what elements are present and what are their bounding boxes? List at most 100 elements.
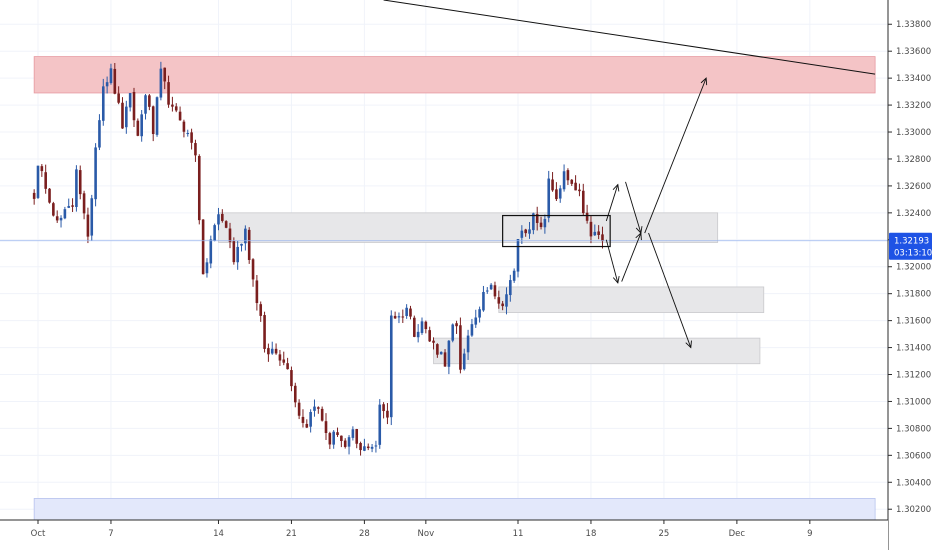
candle-body: [447, 340, 451, 367]
candle-body: [589, 221, 593, 237]
candle-body: [44, 172, 47, 189]
projection-arrow[interactable]: [605, 239, 619, 284]
time-tick-label: Dec: [729, 529, 746, 539]
price-tick-label: 1.33000: [896, 128, 931, 138]
candle-body: [32, 192, 36, 199]
candle-body: [558, 188, 562, 199]
candle-body: [125, 106, 128, 128]
price-tick-label: 1.31800: [896, 290, 931, 300]
price-zones[interactable]: [33, 56, 876, 521]
time-axis-bg: [0, 520, 888, 550]
candle-body: [113, 68, 117, 94]
candle-body: [413, 317, 416, 337]
projection-arrow[interactable]: [644, 77, 707, 234]
candle-body: [217, 214, 220, 225]
candle-body: [520, 230, 524, 238]
candle-body: [378, 404, 382, 445]
candle-body: [305, 423, 309, 428]
candle-body: [347, 437, 351, 447]
candle-body: [363, 446, 366, 451]
trend-line[interactable]: [383, 0, 876, 75]
time-tick-label: 21: [286, 529, 297, 539]
candle-body: [228, 228, 232, 242]
candle-body: [240, 243, 243, 246]
candle-body: [52, 203, 55, 216]
candle-body: [71, 205, 74, 207]
candle-body: [270, 348, 274, 354]
candle-body: [255, 280, 259, 304]
candle-body: [251, 259, 255, 280]
candle-body: [263, 315, 266, 349]
price-tick-label: 1.30200: [896, 505, 931, 515]
zone-support-2[interactable]: [433, 337, 761, 365]
candle-body: [428, 330, 431, 342]
candle-body: [213, 225, 216, 241]
candle-body: [482, 291, 485, 311]
projection-arrow[interactable]: [621, 232, 642, 282]
candle-body: [59, 217, 63, 221]
candle-body: [455, 323, 458, 327]
candle-body: [485, 290, 489, 292]
candle-body: [539, 222, 543, 228]
candle-body: [409, 308, 412, 317]
price-tick-label: 1.33600: [896, 47, 931, 57]
candle-body: [470, 324, 474, 336]
candle-body: [290, 370, 293, 387]
candle-body: [601, 234, 604, 242]
candle-body: [443, 352, 447, 367]
price-tick-label: 1.32000: [896, 263, 931, 273]
candle-body: [178, 111, 182, 121]
drawings[interactable]: [0, 0, 888, 349]
zone-support-1[interactable]: [498, 286, 765, 313]
candle-body: [524, 229, 527, 234]
projection-arrow[interactable]: [625, 181, 642, 234]
candle-body: [393, 315, 397, 319]
candle-body: [167, 82, 170, 105]
candle-body: [501, 303, 504, 307]
candle-body: [109, 68, 113, 84]
candle-body: [436, 344, 439, 355]
time-axis[interactable]: Oct 7 14 21 28 Nov 11 18 25 Dec 9: [0, 519, 888, 550]
consolidation-box[interactable]: [502, 214, 611, 248]
zone-demand[interactable]: [33, 498, 876, 521]
zone-range[interactable]: [218, 212, 719, 243]
candle-body: [40, 166, 44, 172]
candle-body: [194, 143, 197, 156]
candle-body: [247, 229, 251, 260]
candle-body: [117, 93, 120, 103]
candle-body: [98, 120, 101, 148]
candle-body: [174, 106, 178, 111]
candle-body: [401, 316, 405, 318]
price-tick-label: 1.33200: [896, 101, 931, 111]
candle-body: [286, 363, 289, 370]
candle-body: [551, 179, 554, 191]
candle-body: [366, 446, 370, 449]
candle-body: [313, 406, 316, 411]
candle-body: [597, 231, 600, 235]
price-tick-label: 1.31000: [896, 397, 931, 407]
candle-body: [332, 431, 335, 445]
zone-resistance[interactable]: [33, 56, 876, 94]
candle-body: [151, 106, 155, 135]
price-tick-label: 1.30400: [896, 478, 931, 488]
time-tick-label: 18: [586, 529, 597, 539]
candle-body: [317, 407, 320, 409]
candle-body: [459, 325, 462, 370]
candle-body: [105, 82, 109, 87]
candle-body: [370, 446, 374, 449]
candle-body: [78, 170, 82, 195]
current-price-tag: [889, 232, 932, 260]
projection-arrow[interactable]: [648, 232, 692, 348]
candle-body: [343, 440, 347, 447]
candle-body: [155, 97, 159, 135]
price-tick-label: 1.30600: [896, 451, 931, 461]
candle-body: [505, 294, 508, 307]
candle-body: [48, 188, 51, 203]
candle-body: [466, 335, 470, 353]
projection-arrow[interactable]: [605, 184, 619, 222]
candle-body: [297, 402, 301, 416]
candle-body: [374, 445, 378, 447]
candle-body: [432, 340, 435, 343]
price-axis[interactable]: 1.33800 1.33600 1.33400 1.33200 1.33000 1.328…: [887, 0, 932, 550]
